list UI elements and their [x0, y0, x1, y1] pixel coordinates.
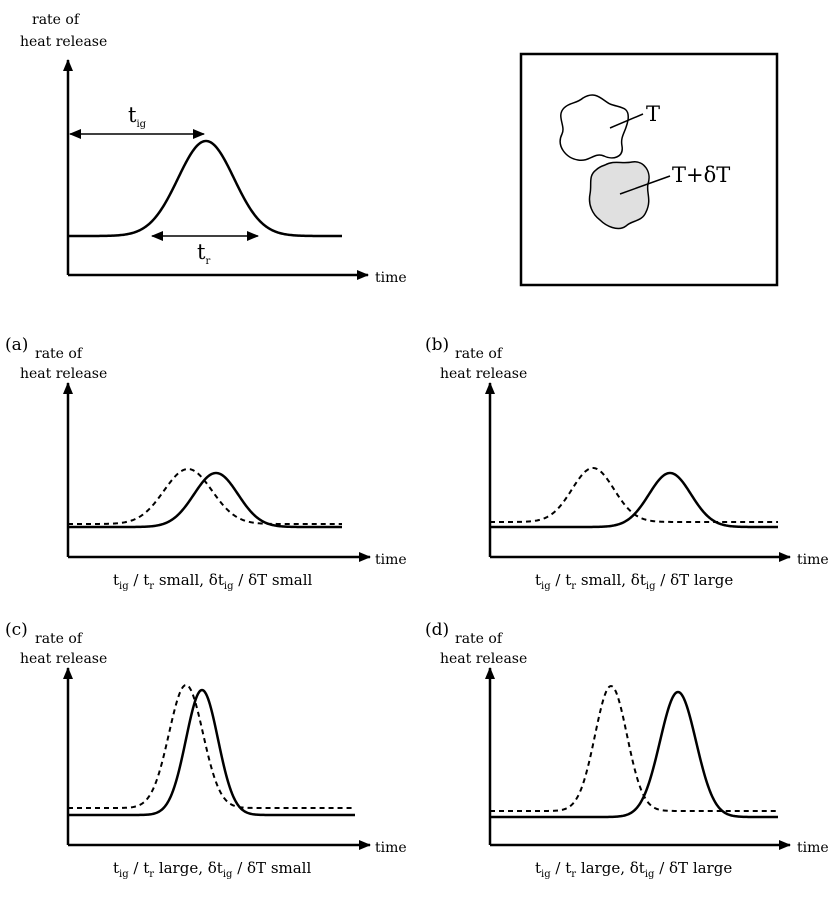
panel-a: (a) rate of heat release time tig / tr s…: [5, 335, 407, 592]
panel-b: (b) rate of heat release time tig / tr s…: [425, 335, 829, 592]
top-plot: rate of heat release time tig tr: [20, 12, 407, 286]
top-heat-release-curve: [68, 139, 342, 238]
cold-blob-leader: [609, 113, 644, 129]
panel-c-xlabel: time: [375, 840, 407, 856]
label-t-plus-dt: T+δT: [672, 163, 730, 187]
label-t: T: [646, 102, 660, 126]
panel-d-ylabel-line1: rate of: [455, 631, 504, 647]
panel-a-xlabel: time: [375, 552, 407, 568]
panel-a-caption: tig / tr small, δtig / δT small: [113, 571, 313, 592]
inset-box: T T+δT: [519, 52, 779, 287]
hot-blob-leader: [619, 175, 671, 195]
panel-b-ylabel-line2: heat release: [440, 366, 527, 382]
panel-d-ylabel-line2: heat release: [440, 651, 527, 667]
top-ylabel-line1: rate of: [32, 12, 81, 28]
panel-c-caption: tig / tr large, δtig / δT small: [113, 859, 311, 880]
t-ig-label: tig: [128, 103, 147, 130]
panel-a-ylabel-line2: heat release: [20, 366, 107, 382]
panel-d-caption: tig / tr large, δtig / δT large: [535, 859, 732, 880]
panel-b-tag: (b): [425, 335, 449, 355]
panel-b-xlabel: time: [797, 552, 829, 568]
panel-d-dashed-curve: [490, 684, 778, 812]
panel-d-xlabel: time: [797, 840, 829, 856]
panel-c-ylabel-line2: heat release: [20, 651, 107, 667]
cold-blob: [559, 94, 629, 161]
top-ylabel-line2: heat release: [20, 34, 107, 50]
panel-b-caption: tig / tr small, δtig / δT large: [535, 571, 733, 592]
panel-a-solid-curve: [68, 471, 342, 529]
panel-c: (c) rate of heat release time tig / tr l…: [5, 620, 407, 880]
panel-d-tag: (d): [425, 620, 449, 640]
hot-blob: [588, 161, 650, 230]
panel-c-tag: (c): [5, 620, 28, 640]
panel-b-ylabel-line1: rate of: [455, 346, 504, 362]
t-r-label: tr: [197, 240, 210, 267]
panel-b-solid-curve: [490, 471, 778, 529]
panel-a-dashed-curve: [68, 467, 342, 525]
panel-c-ylabel-line1: rate of: [35, 631, 84, 647]
panel-c-dashed-curve: [68, 683, 355, 809]
inset-frame: [519, 52, 779, 287]
panel-a-tag: (a): [5, 335, 28, 355]
panel-c-solid-curve: [68, 688, 355, 817]
top-xlabel: time: [375, 270, 407, 286]
panel-d: (d) rate of heat release time tig / tr l…: [425, 620, 829, 880]
panel-d-solid-curve: [490, 690, 778, 819]
panel-a-ylabel-line1: rate of: [35, 346, 84, 362]
